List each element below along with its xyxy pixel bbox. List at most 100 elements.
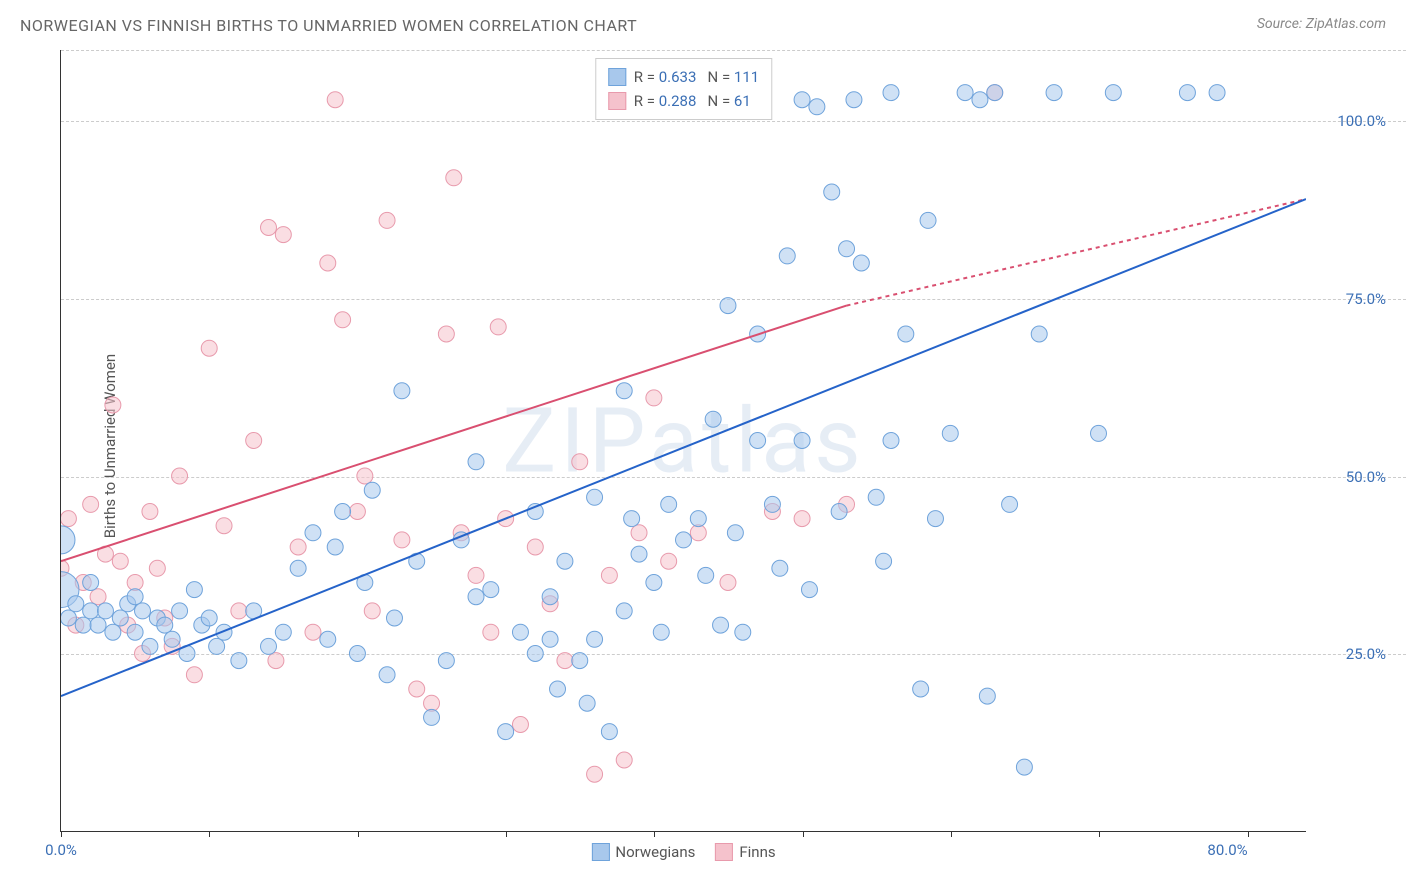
- data-point: [112, 553, 128, 569]
- data-point: [661, 553, 677, 569]
- data-point: [794, 92, 810, 108]
- data-point: [61, 610, 76, 626]
- data-point: [157, 617, 173, 633]
- data-point: [1016, 759, 1032, 775]
- data-point: [483, 624, 499, 640]
- correlation-chart: NORWEGIAN VS FINNISH BIRTHS TO UNMARRIED…: [0, 0, 1406, 892]
- scatter-svg: [61, 50, 1306, 831]
- data-point: [853, 255, 869, 271]
- data-point: [105, 397, 121, 413]
- data-point: [542, 589, 558, 605]
- x-tick: [803, 831, 804, 837]
- data-point: [68, 596, 84, 612]
- data-point: [164, 631, 180, 647]
- data-point: [794, 511, 810, 527]
- data-point: [913, 681, 929, 697]
- data-point: [979, 688, 995, 704]
- data-point: [557, 553, 573, 569]
- trend-line: [847, 199, 1306, 306]
- data-point: [624, 511, 640, 527]
- data-point: [972, 92, 988, 108]
- plot-area: ZIPatlas 25.0%50.0%75.0%100.0% 0.0%80.0%…: [60, 50, 1306, 832]
- data-point: [942, 425, 958, 441]
- x-tick: [358, 831, 359, 837]
- data-point: [349, 504, 365, 520]
- data-point: [349, 646, 365, 662]
- data-point: [705, 411, 721, 427]
- data-point: [172, 603, 188, 619]
- source-attribution: Source: ZipAtlas.com: [1257, 16, 1386, 32]
- data-point: [839, 241, 855, 257]
- data-point: [646, 575, 662, 591]
- data-point: [327, 92, 343, 108]
- legend-item: Norwegians: [591, 843, 695, 861]
- data-point: [90, 589, 106, 605]
- data-point: [231, 653, 247, 669]
- y-tick-label: 100.0%: [1337, 112, 1386, 130]
- data-point: [83, 575, 99, 591]
- data-point: [653, 624, 669, 640]
- data-point: [498, 724, 514, 740]
- data-point: [616, 603, 632, 619]
- data-point: [920, 212, 936, 228]
- data-point: [364, 482, 380, 498]
- stats-box: R = 0.633 N = 111R = 0.288 N = 61: [595, 58, 772, 120]
- data-point: [320, 255, 336, 271]
- data-point: [750, 433, 766, 449]
- data-point: [490, 319, 506, 335]
- data-point: [809, 99, 825, 115]
- data-point: [83, 496, 99, 512]
- data-point: [149, 560, 165, 576]
- data-point: [209, 638, 225, 654]
- x-tick: [1248, 831, 1249, 837]
- data-point: [572, 454, 588, 470]
- data-point: [142, 504, 158, 520]
- stats-row: R = 0.288 N = 61: [608, 89, 759, 113]
- data-point: [772, 560, 788, 576]
- data-point: [327, 539, 343, 555]
- data-point: [394, 532, 410, 548]
- data-point: [883, 433, 899, 449]
- y-tick-label: 25.0%: [1346, 645, 1386, 663]
- data-point: [261, 638, 277, 654]
- x-tick-label: 0.0%: [45, 841, 77, 859]
- data-point: [201, 610, 217, 626]
- data-point: [201, 340, 217, 356]
- data-point: [601, 724, 617, 740]
- x-tick: [209, 831, 210, 837]
- data-point: [275, 227, 291, 243]
- data-point: [261, 220, 277, 236]
- data-point: [927, 511, 943, 527]
- data-point: [320, 631, 336, 647]
- data-point: [512, 624, 528, 640]
- data-point: [127, 575, 143, 591]
- data-point: [105, 624, 121, 640]
- data-point: [290, 539, 306, 555]
- data-point: [468, 567, 484, 583]
- data-point: [386, 610, 402, 626]
- data-point: [987, 85, 1003, 101]
- data-point: [468, 589, 484, 605]
- legend-item: Finns: [715, 843, 775, 861]
- data-point: [713, 617, 729, 633]
- data-point: [135, 603, 151, 619]
- data-point: [483, 582, 499, 598]
- data-point: [1002, 496, 1018, 512]
- data-point: [379, 212, 395, 228]
- data-point: [335, 312, 351, 328]
- data-point: [231, 603, 247, 619]
- stats-text: R = 0.633 N = 111: [634, 65, 759, 89]
- stats-row: R = 0.633 N = 111: [608, 65, 759, 89]
- x-tick: [61, 831, 62, 837]
- data-point: [883, 85, 899, 101]
- chart-title: NORWEGIAN VS FINNISH BIRTHS TO UNMARRIED…: [20, 16, 637, 35]
- data-point: [275, 624, 291, 640]
- data-point: [557, 653, 573, 669]
- data-point: [676, 532, 692, 548]
- data-point: [127, 624, 143, 640]
- data-point: [172, 468, 188, 484]
- data-point: [186, 667, 202, 683]
- y-tick-label: 50.0%: [1346, 468, 1386, 486]
- data-point: [579, 695, 595, 711]
- stats-text: R = 0.288 N = 61: [634, 89, 751, 113]
